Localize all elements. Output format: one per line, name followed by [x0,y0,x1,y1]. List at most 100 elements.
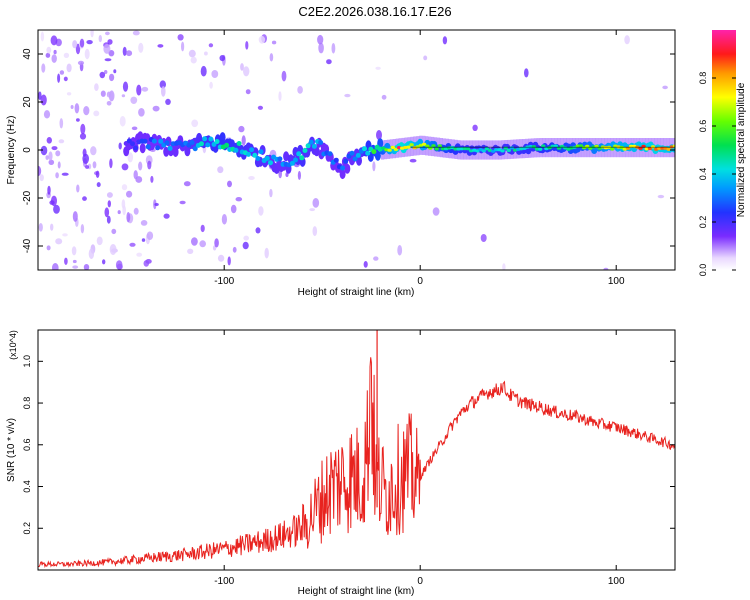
heatmap-speckle [130,96,138,105]
heatmap-speckle [146,231,154,240]
heatmap-speckle [140,220,148,226]
heatmap-speckle [204,51,208,56]
heatmap-speckle [150,175,154,183]
heatmap-speckle [107,39,113,45]
snr-x-ticks: -100 0 100 [214,330,625,587]
snr-panel: -100 0 100 0.2 0.4 0.6 0.8 1.0 (x10^4) Height … [6,329,676,597]
heatmap-ridge-core [509,146,515,150]
heatmap-speckle [331,43,336,54]
heatmap-speckle [47,185,51,195]
heatmap-ridge-core [340,165,346,171]
snr-y-ticks: 0.2 0.4 0.6 0.8 1.0 [22,355,675,535]
heatmap-speckle [46,46,52,54]
heatmap-speckle [98,35,103,43]
heatmap-speckle [245,89,251,95]
colorbar-ticks: 0.0 0.2 0.4 0.6 0.8 [698,72,736,276]
heatmap-speckle [242,241,249,250]
colorbar-tick-label: 0.8 [698,72,708,85]
heatmap-speckle [109,73,115,82]
snr-x-axis-label: Height of straight line (km) [298,586,415,597]
heatmap-speckle [108,90,115,102]
heatmap-speckle [163,213,170,219]
heatmap-ridge-core [481,149,486,153]
heatmap-speckle [90,30,94,38]
heatmap-ridge-core [657,146,662,150]
heatmap-speckle [132,30,140,36]
heatmap-speckle [76,184,80,193]
heatmap-speckle [136,84,142,96]
heatmap-speckle [297,170,301,180]
heatmap-ridge-core [205,142,211,148]
heatmap-speckle [72,259,77,264]
heatmap-speckle [191,119,199,128]
heatmap-speckle [240,63,244,71]
heatmap-speckle [108,50,115,57]
heatmap-ridge-core [456,147,461,151]
heatmap-speckle [77,60,85,66]
heatmap-ridge-core [437,144,442,148]
heatmap-speckle [258,35,266,44]
heatmap-ridge-core [224,142,230,148]
heatmap-speckle [624,35,630,45]
heatmap-speckle [126,212,131,223]
heatmap-ridge-core [365,150,371,156]
heatmap-ridge-core [362,146,367,152]
heatmap-speckle [245,41,249,50]
heatmap-ridge-core [199,141,204,147]
heatmap-speckle [59,70,65,75]
heatmap-ridge-core [155,145,161,151]
heatmap-ridge-core [305,143,311,149]
heatmap-ridge-core [355,152,361,158]
heatmap-speckle [208,43,214,48]
heatmap-speckle [103,43,111,54]
heatmap-speckle [141,86,149,92]
heatmap-ridge-core [371,149,377,155]
heatmap-speckle [121,94,126,98]
heatmap-speckle [255,227,261,234]
heatmap-speckle [57,161,61,169]
heatmap-speckle [107,200,112,208]
heatmap-speckle [312,226,318,237]
heatmap-speckle [96,236,103,246]
heatmap-speckle [82,196,87,201]
heatmap-speckle [100,90,106,97]
heatmap-speckle [53,204,60,214]
heatmap-y-tick-label: -20 [22,190,33,205]
heatmap-ridge-core [302,148,308,153]
heatmap-ridge-core [393,147,399,151]
heatmap-panel: -100 0 100 -40 -20 0 20 40 Height of straight … [6,29,676,298]
heatmap-ridge-outer [344,163,351,174]
heatmap-speckle [219,55,226,62]
heatmap-speckle [66,63,72,73]
heatmap-speckle [105,31,110,36]
heatmap-ridge-core [465,147,471,151]
heatmap-ridge-core [264,155,270,161]
heatmap-ridge-core [415,145,420,149]
heatmap-speckle [58,139,65,144]
heatmap-speckle [51,146,58,151]
heatmap-ridge-core [192,146,198,152]
heatmap-ridge-outer [139,143,146,154]
heatmap-speckle [126,190,133,198]
heatmap-ridge-core [214,139,220,144]
snr-y-tick-label: 0.4 [22,480,32,493]
heatmap-ridge-core [421,142,427,146]
heatmap-speckle [480,234,487,242]
heatmap-speckle [281,70,287,82]
heatmap-speckle [258,206,264,216]
snr-y-tick-label: 0.6 [22,439,32,452]
snr-y-axis-label: SNR (10 * v/v) [6,418,17,482]
heatmap-ridge-core [308,139,314,145]
heatmap-speckle [232,246,237,253]
heatmap-speckle [136,252,143,257]
heatmap-speckle [264,247,269,259]
heatmap-speckle [39,174,44,182]
heatmap-speckle [96,182,101,188]
heatmap-speckle [312,198,320,208]
heatmap-speckle [48,151,53,161]
heatmap-speckle [122,81,129,92]
heatmap-speckle [61,172,69,176]
heatmap-speckle [99,71,106,79]
heatmap-speckle [40,94,47,106]
